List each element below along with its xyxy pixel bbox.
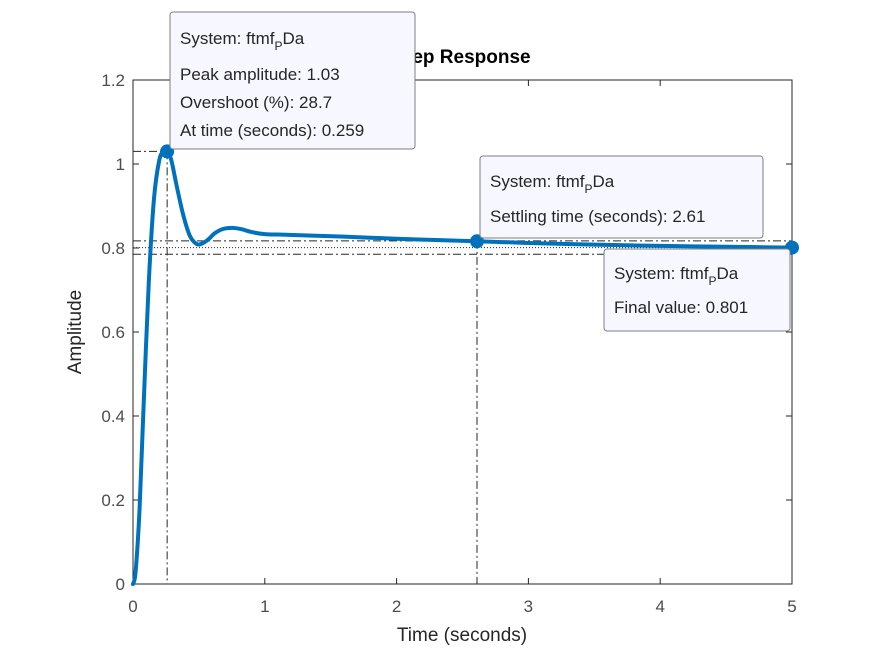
datatip-settling-time[interactable]: System: ftmfPDa Settling time (seconds):… (479, 155, 764, 239)
y-tick-label: 0.2 (101, 491, 125, 510)
datatip-peak[interactable]: System: ftmfPDa Peak amplitude: 1.03 Ove… (169, 11, 416, 150)
y-tick-label: 0.6 (101, 323, 125, 342)
datatip-box (603, 248, 791, 332)
y-axis-label: Amplitude (65, 290, 86, 375)
datatip-box (169, 11, 416, 150)
datatip-final-value[interactable]: System: ftmfPDa Final value: 0.801 (603, 248, 791, 332)
y-tick-label: 0.4 (101, 407, 125, 426)
x-axis-label: Time (seconds) (397, 625, 527, 646)
datatip-system: System: ftmfPDa (490, 172, 615, 196)
datatip-line: Settling time (seconds): 2.61 (490, 207, 705, 226)
datatip-line: Final value: 0.801 (614, 298, 748, 317)
x-tick-label: 5 (787, 597, 796, 616)
y-tick-label: 0.8 (101, 239, 125, 258)
x-tick-label: 3 (524, 597, 533, 616)
x-tick-label: 1 (260, 597, 269, 616)
y-tick-label: 0 (116, 575, 125, 594)
datatip-line: Overshoot (%): 28.7 (180, 93, 332, 112)
x-tick-label: 0 (128, 597, 137, 616)
x-tick-label: 2 (392, 597, 401, 616)
datatip-marker[interactable] (469, 234, 484, 249)
datatip-line: Peak amplitude: 1.03 (180, 65, 340, 84)
y-tick-label: 1 (116, 155, 125, 174)
datatip-system: System: ftmfPDa (614, 264, 739, 288)
datatip-line: At time (seconds): 0.259 (180, 121, 364, 140)
chart-title: Step Response (393, 47, 530, 68)
y-axis-ticks: 0 0.2 0.4 0.6 0.8 1 1.2 (101, 71, 792, 594)
datatip-system: System: ftmfPDa (180, 29, 305, 53)
datatip-box (479, 155, 764, 239)
x-tick-label: 4 (655, 597, 664, 616)
y-tick-label: 1.2 (101, 71, 125, 90)
